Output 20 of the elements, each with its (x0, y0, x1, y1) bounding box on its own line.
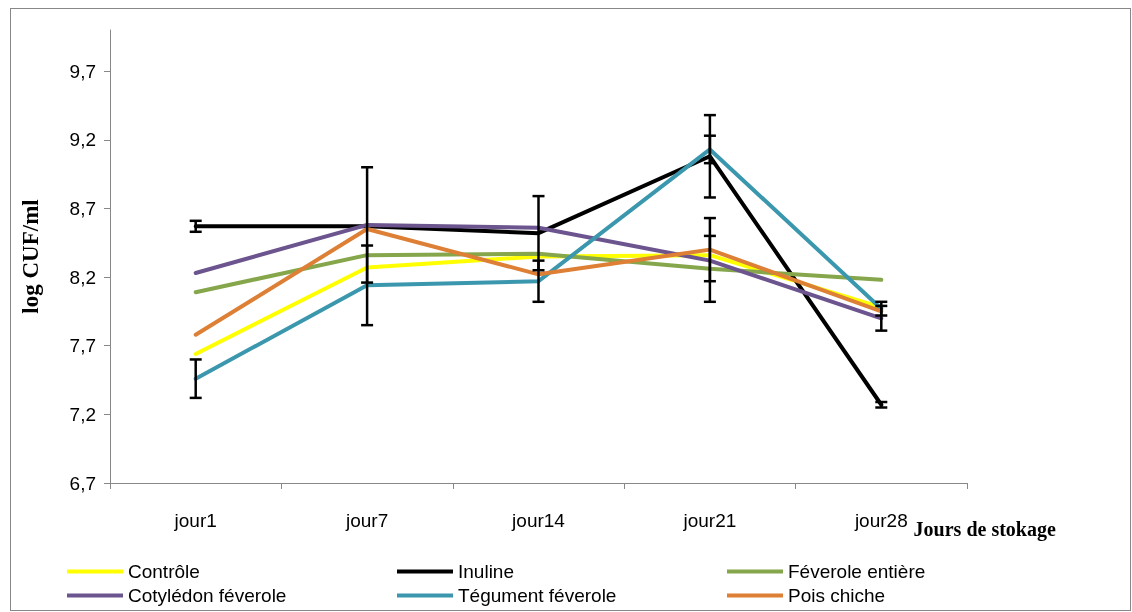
x-tick-label: jour14 (511, 510, 566, 531)
x-tick-label: jour28 (853, 510, 908, 531)
legend-label: Inuline (458, 561, 514, 582)
y-axis-title: log CUF/ml (18, 199, 43, 314)
x-tick-label: jour21 (682, 510, 737, 531)
x-tick-label: jour7 (344, 510, 389, 531)
y-tick-label: 9,7 (69, 60, 96, 82)
x-axis-title: Jours de stokage (913, 518, 1056, 541)
y-tick-label: 7,7 (69, 335, 96, 357)
legend-label: Tégument féverole (458, 585, 617, 606)
y-tick-label: 7,2 (69, 403, 96, 425)
legend-label: Cotylédon féverole (128, 585, 287, 606)
y-tick-label: 8,2 (69, 266, 96, 288)
y-tick-label: 6,7 (69, 472, 96, 494)
legend-label: Féverole entière (788, 561, 926, 582)
y-tick-label: 9,2 (69, 129, 96, 151)
legend-label: Contrôle (128, 561, 200, 582)
y-tick-label: 8,7 (69, 197, 96, 219)
x-tick-label: jour1 (173, 510, 217, 531)
legend-label: Pois chiche (788, 585, 886, 606)
